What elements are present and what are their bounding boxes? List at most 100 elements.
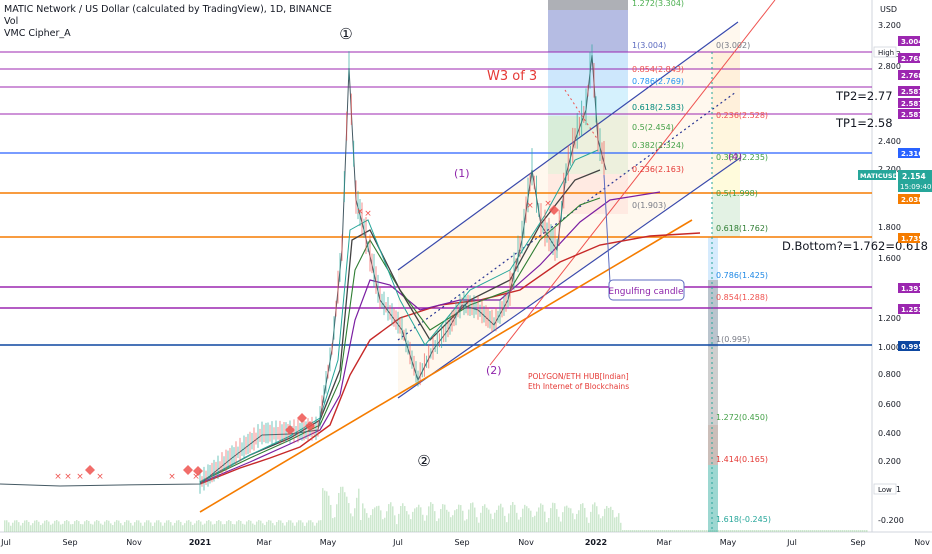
volume-bar (660, 530, 662, 532)
volume-bar (234, 524, 236, 532)
price-tag[interactable] (898, 304, 920, 314)
volume-bar (106, 520, 108, 532)
price-tag[interactable] (898, 53, 920, 63)
volume-bar (218, 520, 220, 532)
volume-bar (412, 511, 414, 532)
price-tag[interactable] (898, 341, 920, 351)
volume-bar (652, 530, 654, 532)
volume-bar (748, 530, 750, 532)
trend-line[interactable] (199, 219, 693, 513)
volume-bar (520, 517, 522, 532)
moving-average-line[interactable] (199, 169, 601, 483)
volume-bar (372, 509, 374, 532)
volume-bar (230, 521, 232, 532)
volume-bar (862, 530, 864, 532)
volume-bar (346, 496, 348, 532)
x-axis-tick-label: Jul (0, 538, 11, 547)
volume-bar (184, 523, 186, 532)
volume-bar (648, 530, 650, 532)
volume-bar (858, 530, 860, 532)
volume-bar (812, 530, 814, 532)
fib-zone (708, 465, 718, 532)
volume-bar (690, 530, 692, 532)
volume-bar (286, 522, 288, 532)
legend-volume[interactable]: Vol (4, 16, 19, 27)
volume-bar (274, 525, 276, 532)
volume-bar (726, 530, 728, 532)
volume-bar (588, 522, 590, 532)
channel-lower-line[interactable] (397, 157, 741, 399)
current-price-tag[interactable] (898, 170, 932, 192)
volume-bar (808, 530, 810, 532)
sell-marker-icon: × (192, 472, 200, 482)
fib-level-label: 0.382(2.324) (632, 141, 684, 150)
volume-bar (450, 517, 452, 532)
price-tag[interactable] (898, 148, 920, 158)
bar-countdown-label: 15:09:40 (900, 183, 931, 191)
volume-bar (72, 524, 74, 532)
volume-bar (62, 523, 64, 532)
volume-bar (78, 521, 80, 532)
volume-bar (364, 508, 366, 532)
volume-bar (68, 521, 70, 532)
y-axis-tick-label: 0.200 (878, 457, 901, 466)
trend-line[interactable] (489, 0, 776, 366)
legend-indicator[interactable]: VMC Cipher_A (4, 28, 71, 39)
volume-bar (628, 530, 630, 532)
volume-bar (80, 524, 82, 532)
volume-bar (854, 530, 856, 532)
y-axis-tick-label: 2.200 (878, 165, 901, 174)
volume-bar (758, 530, 760, 532)
subwave-1-label: (1) (454, 167, 470, 180)
volume-bar (324, 490, 326, 532)
price-tag[interactable] (898, 98, 920, 108)
volume-bar (392, 506, 394, 532)
volume-bar (530, 510, 532, 532)
price-tag[interactable] (898, 86, 920, 96)
volume-bar (752, 530, 754, 532)
volume-bar (396, 524, 398, 532)
price-line[interactable] (0, 54, 607, 487)
volume-bar (438, 518, 440, 532)
volume-bar (460, 505, 462, 532)
fib-level-label: 0.5(1.998) (716, 189, 758, 198)
volume-bar (516, 512, 518, 532)
engulfing-callout[interactable] (608, 279, 685, 301)
volume-bar (426, 515, 428, 532)
volume-bar (630, 530, 632, 532)
price-tag[interactable] (898, 233, 920, 243)
price-tag[interactable] (898, 194, 920, 204)
volume-bar (682, 530, 684, 532)
moving-average-line[interactable] (199, 197, 601, 483)
price-tag[interactable] (898, 283, 920, 293)
volume-bar (254, 524, 256, 532)
volume-bar (150, 522, 152, 532)
volume-bar (750, 530, 752, 532)
volume-bar (512, 502, 514, 532)
volume-bar (116, 520, 118, 532)
price-tag[interactable] (898, 109, 920, 119)
volume-bar (194, 523, 196, 532)
volume-bar (694, 530, 696, 532)
price-tag[interactable] (898, 36, 920, 46)
volume-bar (312, 522, 314, 532)
moving-average-line[interactable] (199, 232, 701, 485)
price-tag-label: 1.253 (901, 306, 923, 314)
price-tag[interactable] (898, 70, 920, 80)
volume-bar (452, 515, 454, 532)
volume-bar (840, 530, 842, 532)
volume-bar (686, 530, 688, 532)
x-axis-tick-label: Sep (62, 538, 77, 547)
symbol-tag[interactable] (858, 170, 896, 180)
volume-bar (546, 522, 548, 532)
volume-bar (584, 507, 586, 532)
polygon-note-1: POLYGON/ETH HUB[Indian] (528, 372, 629, 381)
volume-bar (88, 520, 90, 532)
volume-bar (90, 523, 92, 532)
volume-bar (718, 530, 720, 532)
sell-marker-icon: × (168, 472, 176, 482)
price-tag-label: 2.768 (901, 72, 923, 80)
volume-bar (608, 507, 610, 532)
